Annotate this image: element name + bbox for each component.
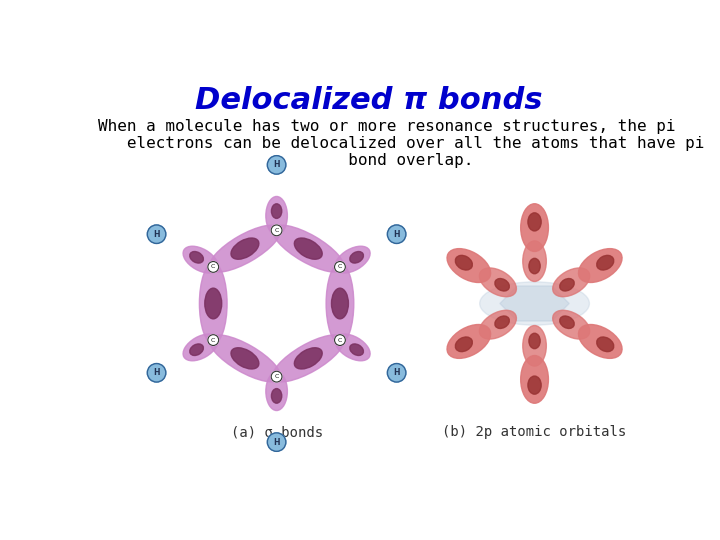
Ellipse shape	[335, 334, 370, 361]
Circle shape	[271, 372, 282, 382]
Ellipse shape	[271, 389, 282, 403]
Ellipse shape	[210, 335, 281, 382]
Ellipse shape	[190, 252, 204, 263]
Text: bond overlap.: bond overlap.	[98, 153, 473, 167]
Ellipse shape	[331, 288, 348, 319]
Text: (a) σ bonds: (a) σ bonds	[230, 425, 323, 439]
Text: C: C	[274, 374, 279, 379]
Ellipse shape	[350, 344, 364, 355]
Text: C: C	[211, 338, 215, 342]
Circle shape	[335, 335, 346, 346]
Ellipse shape	[553, 310, 590, 339]
Ellipse shape	[273, 225, 344, 272]
Ellipse shape	[529, 333, 540, 349]
Ellipse shape	[231, 348, 259, 369]
Ellipse shape	[480, 268, 516, 296]
Circle shape	[208, 261, 219, 272]
Ellipse shape	[294, 348, 323, 369]
Ellipse shape	[578, 248, 622, 282]
Ellipse shape	[273, 335, 344, 382]
Ellipse shape	[559, 316, 575, 328]
Ellipse shape	[553, 268, 590, 296]
Circle shape	[267, 433, 286, 451]
Ellipse shape	[183, 246, 218, 273]
Ellipse shape	[447, 248, 490, 282]
Ellipse shape	[335, 246, 370, 273]
Ellipse shape	[183, 334, 218, 361]
Ellipse shape	[271, 204, 282, 218]
Ellipse shape	[480, 310, 516, 339]
Ellipse shape	[455, 337, 472, 352]
Text: H: H	[153, 230, 160, 239]
Text: H: H	[153, 368, 160, 377]
Text: H: H	[393, 368, 400, 377]
Ellipse shape	[521, 204, 549, 252]
Ellipse shape	[266, 372, 287, 410]
Ellipse shape	[199, 263, 227, 344]
Circle shape	[387, 363, 406, 382]
Text: C: C	[211, 265, 215, 269]
Circle shape	[387, 225, 406, 244]
Text: C: C	[338, 265, 342, 269]
Text: H: H	[393, 230, 400, 239]
Circle shape	[267, 156, 286, 174]
Text: When a molecule has two or more resonance structures, the pi: When a molecule has two or more resonanc…	[98, 119, 675, 134]
Text: electrons can be delocalized over all the atoms that have pi: electrons can be delocalized over all th…	[98, 136, 704, 151]
Text: C: C	[338, 338, 342, 342]
Circle shape	[335, 261, 346, 272]
Ellipse shape	[204, 288, 222, 319]
Ellipse shape	[559, 279, 575, 291]
Ellipse shape	[529, 258, 540, 274]
Ellipse shape	[578, 325, 622, 359]
Ellipse shape	[528, 213, 541, 231]
Polygon shape	[500, 286, 570, 321]
Text: Delocalized π bonds: Delocalized π bonds	[195, 86, 543, 116]
Ellipse shape	[523, 241, 546, 281]
Circle shape	[208, 335, 219, 346]
Ellipse shape	[210, 225, 281, 272]
Ellipse shape	[447, 325, 490, 359]
Ellipse shape	[294, 238, 323, 259]
Text: H: H	[274, 160, 280, 170]
Ellipse shape	[350, 252, 364, 263]
Ellipse shape	[523, 326, 546, 366]
Ellipse shape	[597, 255, 613, 270]
Ellipse shape	[521, 355, 549, 403]
Ellipse shape	[480, 282, 590, 325]
Ellipse shape	[266, 197, 287, 235]
Text: H: H	[274, 437, 280, 447]
Ellipse shape	[190, 344, 204, 355]
Ellipse shape	[495, 316, 509, 328]
Circle shape	[148, 225, 166, 244]
Ellipse shape	[455, 255, 472, 270]
Circle shape	[148, 363, 166, 382]
Text: C: C	[274, 228, 279, 233]
Ellipse shape	[528, 376, 541, 394]
Ellipse shape	[231, 238, 259, 259]
Text: (b) 2p atomic orbitals: (b) 2p atomic orbitals	[442, 425, 626, 439]
Ellipse shape	[495, 279, 509, 291]
Ellipse shape	[326, 263, 354, 344]
Circle shape	[271, 225, 282, 236]
Ellipse shape	[597, 337, 613, 352]
